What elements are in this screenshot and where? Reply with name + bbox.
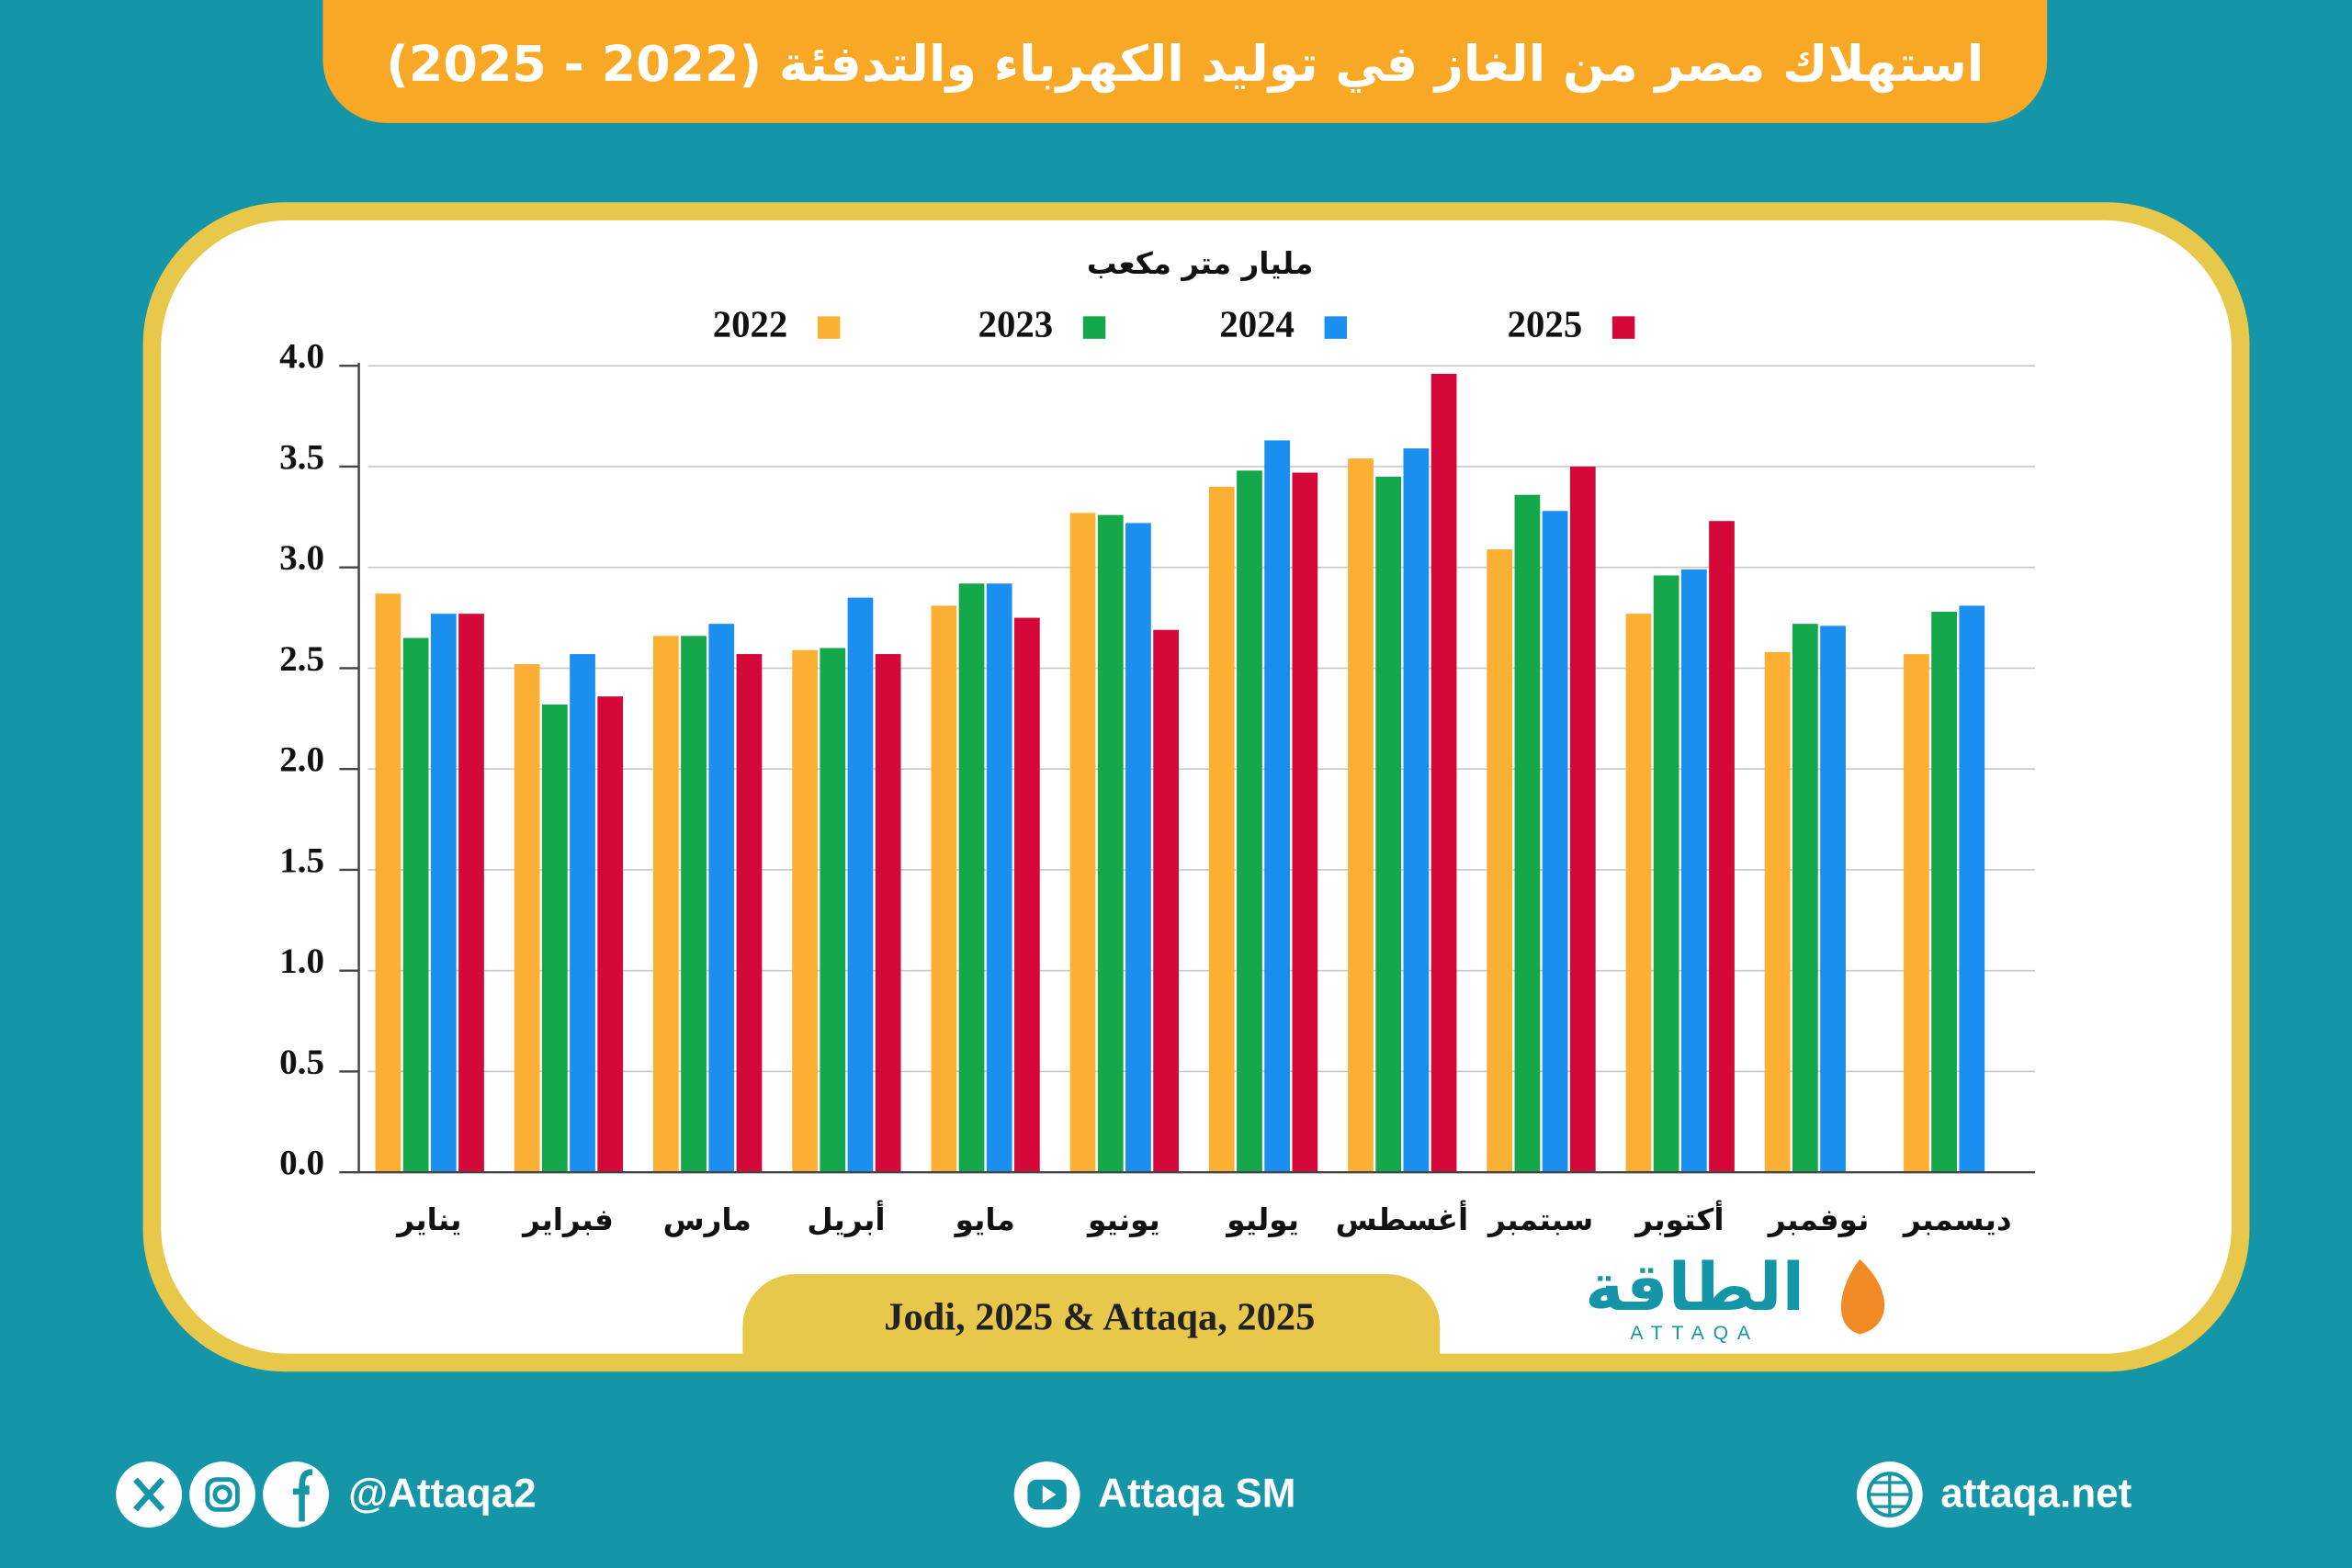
x-tick-label: مارس [663,1202,752,1237]
bar [1680,569,1707,1173]
y-tick-label: 0.5 [279,1043,324,1082]
bar [597,696,624,1173]
logo-latin: ATTAQA [1630,1323,1758,1344]
x-tick-label: ديسمبر [1902,1202,2012,1237]
bar [1014,617,1040,1173]
chart-title: استهلاك مصر من الغاز في توليد الكهرباء و… [386,35,1984,93]
x-tick-label: أبريل [807,1200,885,1237]
bar [1237,470,1262,1173]
bar [430,614,457,1173]
bar [1709,521,1735,1173]
x-tick-label: أغسطس [1336,1200,1469,1237]
bar [402,637,429,1173]
bar [514,664,540,1173]
instagram-lens [212,1484,232,1505]
x-tick-label: يوليو [1225,1202,1299,1237]
source: Jodi, 2025 & Attaqa, 2025 [884,1295,1315,1338]
bar [1292,472,1318,1173]
bar [1069,513,1096,1173]
legend-label: 2025 [1508,304,1583,345]
bar [1125,523,1151,1173]
bar [541,704,568,1173]
youtube-play [1042,1485,1057,1504]
legend-swatch [1324,316,1348,339]
legend-label: 2023 [978,304,1054,345]
bar [1625,614,1652,1173]
footer: @Attaqa2 Attaqa SM attaqa.net [116,1461,2132,1528]
bar [1764,651,1791,1173]
bar [875,654,901,1173]
bar [1264,440,1291,1173]
bar [375,593,401,1173]
y-tick-label: 2.5 [279,639,324,679]
facebook-glyph [292,1469,313,1522]
legend-label: 2024 [1219,304,1295,345]
bar [1542,511,1568,1173]
y-unit-label: مليار متر مكعب [1087,246,1314,281]
bar [931,605,957,1173]
bar [1403,448,1430,1173]
bar [1153,629,1179,1173]
chart: 0.0 0.5 1.0 1.5 2.0 2.5 3.0 3.5 4.0 يناير فبراير ما… [279,304,2036,1237]
x-tick-label: أكتوبر [1634,1200,1724,1237]
logo-text: الطاقة [1585,1248,1804,1325]
y-tick-label: 0.0 [279,1144,324,1183]
bar [681,636,707,1173]
bar [653,636,679,1173]
y-tick-label: 1.5 [279,840,324,880]
source-pill [742,1274,1441,1357]
instagram-icon[interactable] [189,1461,255,1528]
website[interactable]: attaqa.net [1940,1471,2132,1516]
x-tick-label: يناير [395,1202,461,1237]
bar [1931,611,1957,1173]
bar [570,654,595,1173]
youtube-handle[interactable]: Attaqa SM [1098,1471,1295,1516]
bar [1514,494,1541,1173]
y-tick-label: 4.0 [279,337,324,377]
bar [1792,624,1818,1173]
y-tick-label: 1.0 [279,942,324,981]
x-tick-label: نوفمبر [1767,1202,1870,1237]
instagram-glyph [205,1477,240,1512]
bar [958,583,985,1173]
x-glyph [133,1477,165,1512]
y-tick-label: 2.0 [279,740,324,780]
legend-swatch [1611,316,1635,339]
bar [1430,373,1457,1173]
bar [1653,575,1679,1173]
bar [1959,605,1985,1173]
logo-drop [1840,1258,1885,1335]
bar [1208,486,1235,1173]
title-banner [322,0,2048,123]
legend-label: 2022 [713,304,788,345]
bar [792,649,818,1173]
bar [708,624,735,1173]
bar [458,614,484,1173]
bar [820,648,846,1173]
x-tick-label: يونيو [1086,1202,1160,1237]
x-tick-label: مايو [954,1202,1015,1237]
y-tick-label: 3.0 [279,538,324,578]
bar [736,654,763,1173]
bar [1820,626,1846,1173]
legend-swatch [1082,316,1106,339]
bar [1487,548,1513,1173]
legend-swatch [817,316,841,339]
bar [986,583,1012,1173]
x-tick-label: سبتمبر [1487,1202,1593,1237]
globe-lines [1868,1473,1911,1516]
bar [847,597,874,1173]
bar [1375,476,1402,1173]
bar [1904,654,1929,1173]
bar [1569,466,1596,1173]
bar [1348,458,1374,1173]
bar [1097,514,1124,1173]
x-tick-label: فبراير [521,1202,614,1237]
y-tick-label: 3.5 [279,437,324,477]
social-handle[interactable]: @Attaqa2 [348,1471,536,1516]
